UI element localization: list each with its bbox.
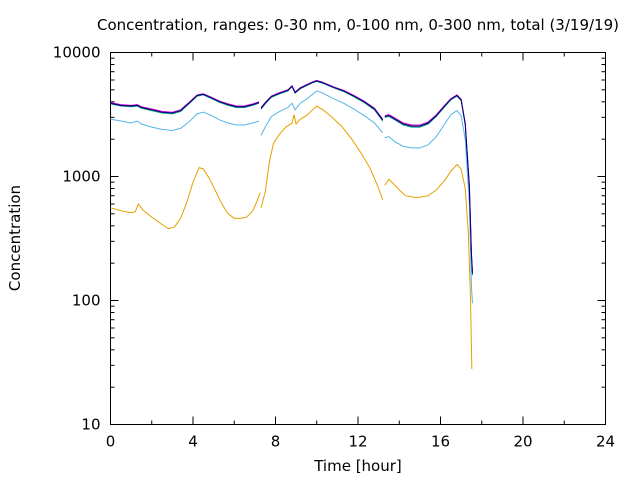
- series-0: [110, 105, 473, 370]
- series-4: [110, 80, 473, 274]
- axis-ticks: [110, 52, 606, 425]
- x-tick-label: 16: [431, 433, 450, 451]
- x-tick-label: 4: [188, 433, 198, 451]
- series-line-segment: [110, 94, 260, 115]
- y-tick-label: 10: [81, 416, 100, 434]
- series-lines: [110, 79, 473, 370]
- x-tick-label: 8: [271, 433, 281, 451]
- x-tick-label: 24: [596, 433, 615, 451]
- y-tick-label: 1000: [62, 168, 100, 186]
- x-tick-label: 20: [513, 433, 532, 451]
- x-tick-label: 0: [106, 433, 116, 451]
- y-tick-label: 100: [72, 292, 101, 310]
- series-line-segment: [384, 94, 473, 274]
- y-tick-label: 10000: [53, 44, 101, 62]
- series-line-segment: [260, 90, 384, 136]
- x-tick-labels: 0 4 8 12 16 20 24: [106, 433, 615, 451]
- series-line-segment: [260, 105, 384, 208]
- y-tick-labels: 10 100 1000 10000: [53, 44, 101, 434]
- series-1: [110, 90, 473, 304]
- series-line-segment: [110, 93, 260, 114]
- series-line-segment: [384, 163, 473, 370]
- series-line-segment: [260, 79, 384, 120]
- x-tick-label: 12: [348, 433, 367, 451]
- series-line-segment: [110, 111, 260, 131]
- series-2: [110, 80, 473, 276]
- x-axis-title: Time [hour]: [313, 457, 402, 475]
- chart-title: Concentration, ranges: 0-30 nm, 0-100 nm…: [97, 16, 619, 34]
- y-axis-title: Concentration: [6, 185, 24, 291]
- series-line-segment: [384, 109, 473, 304]
- series-line-segment: [110, 166, 261, 230]
- series-line-segment: [110, 93, 260, 113]
- series-3: [110, 79, 473, 272]
- series-line-segment: [260, 80, 384, 121]
